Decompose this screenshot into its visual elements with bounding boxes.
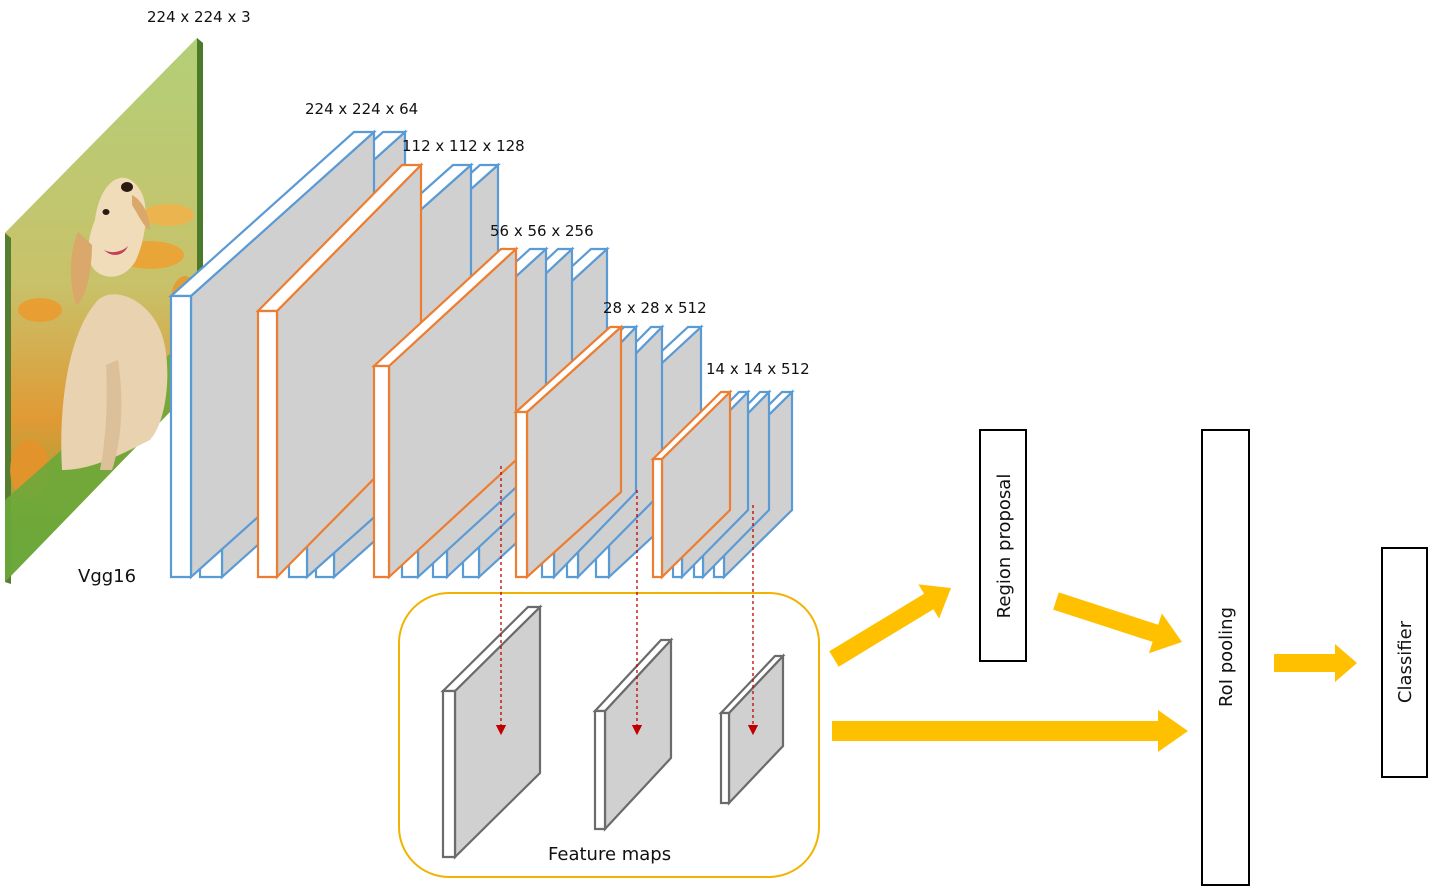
pool4-slab — [650, 389, 733, 580]
vgg16-layers — [168, 129, 795, 580]
feature-maps-label: Feature maps — [548, 844, 671, 865]
arrow-to-roi-pooling-lower — [832, 710, 1188, 752]
classifier-label: Classifier — [1395, 620, 1416, 703]
roi-pooling-box — [1201, 429, 1250, 886]
roi-pooling-label: RoI pooling — [1216, 607, 1237, 707]
backbone-label: Vgg16 — [78, 566, 136, 587]
input-image — [5, 38, 203, 584]
region-proposal-label: Region proposal — [994, 474, 1015, 619]
arrow-to-classifier — [1274, 644, 1357, 682]
block2-dim-label: 112 x 112 x 128 — [402, 137, 525, 155]
pool1-slab — [255, 162, 424, 580]
feature-map-medium — [592, 637, 674, 832]
input-dim-label: 224 x 224 x 3 — [147, 8, 251, 26]
block1-dim-label: 224 x 224 x 64 — [305, 100, 418, 118]
block3-dim-label: 56 x 56 x 256 — [490, 222, 594, 240]
feature-map-small — [718, 653, 786, 806]
pool3-slab — [513, 324, 624, 580]
block4-dim-label: 28 x 28 x 512 — [603, 299, 707, 317]
feature-map-slabs — [440, 604, 786, 860]
block5-dim-label: 14 x 14 x 512 — [706, 360, 810, 378]
arrow-to-region-proposal — [829, 584, 951, 667]
feature-map-large — [440, 604, 543, 860]
feature-maps-box — [398, 592, 820, 878]
flow-arrows — [829, 584, 1357, 752]
region-proposal-box — [979, 429, 1027, 662]
puppy-icon — [61, 177, 168, 470]
arrow-to-roi-pooling-upper — [1053, 592, 1182, 654]
pool2-slab — [371, 246, 519, 580]
classifier-box — [1381, 547, 1428, 778]
